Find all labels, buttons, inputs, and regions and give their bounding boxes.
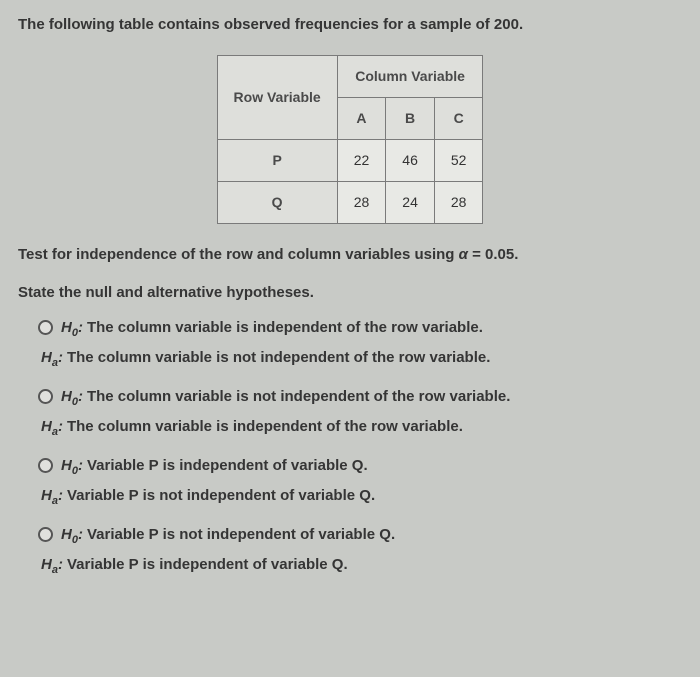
- hypothesis-pair: Ha: The column variable is not independe…: [41, 347, 490, 372]
- hypothesis-pair: Ha: The column variable is independent o…: [41, 416, 463, 441]
- h0-label: H0:: [61, 455, 83, 480]
- ha-text: Variable P is not independent of variabl…: [67, 485, 375, 508]
- alpha-symbol: α: [459, 246, 468, 263]
- frequency-table: Row Variable Column Variable A B C P 22 …: [217, 55, 484, 224]
- h0-label: H0:: [61, 317, 83, 342]
- ha-text: The column variable is independent of th…: [67, 416, 463, 439]
- test-post: = 0.05.: [468, 246, 518, 263]
- row-variable-header: Row Variable: [217, 55, 337, 139]
- ha-line: Ha: The column variable is independent o…: [41, 416, 463, 441]
- hypothesis-pair: H0: The column variable is independent o…: [61, 317, 483, 342]
- ha-text: Variable P is independent of variable Q.: [67, 554, 348, 577]
- option-3-ha: Ha: Variable P is not independent of var…: [18, 485, 682, 510]
- row-label-p: P: [217, 139, 337, 181]
- option-1-ha: Ha: The column variable is not independe…: [18, 347, 682, 372]
- radio-icon[interactable]: [38, 320, 53, 335]
- h0-text: Variable P is independent of variable Q.: [87, 455, 368, 478]
- test-pre: Test for independence of the row and col…: [18, 246, 459, 263]
- col-header-b: B: [386, 97, 435, 139]
- h0-line: H0: Variable P is not independent of var…: [61, 524, 395, 549]
- hypothesis-pair: Ha: Variable P is independent of variabl…: [41, 554, 348, 579]
- radio-icon[interactable]: [38, 389, 53, 404]
- cell: 22: [337, 139, 386, 181]
- h0-line: H0: The column variable is not independe…: [61, 386, 510, 411]
- hypothesis-pair: H0: Variable P is not independent of var…: [61, 524, 395, 549]
- option-2[interactable]: H0: The column variable is not independe…: [18, 386, 682, 411]
- table-row: Q 28 24 28: [217, 181, 483, 223]
- h0-line: H0: Variable P is independent of variabl…: [61, 455, 368, 480]
- hypothesis-pair: Ha: Variable P is not independent of var…: [41, 485, 375, 510]
- ha-label: Ha:: [41, 416, 63, 441]
- radio-icon[interactable]: [38, 527, 53, 542]
- hypothesis-pair: H0: The column variable is not independe…: [61, 386, 510, 411]
- h0-label: H0:: [61, 386, 83, 411]
- col-header-a: A: [337, 97, 386, 139]
- h0-label: H0:: [61, 524, 83, 549]
- ha-label: Ha:: [41, 554, 63, 579]
- ha-label: Ha:: [41, 485, 63, 510]
- cell: 28: [434, 181, 483, 223]
- column-variable-header: Column Variable: [337, 55, 483, 97]
- col-header-c: C: [434, 97, 483, 139]
- option-4-ha: Ha: Variable P is independent of variabl…: [18, 554, 682, 579]
- cell: 52: [434, 139, 483, 181]
- ha-line: Ha: Variable P is not independent of var…: [41, 485, 375, 510]
- row-label-q: Q: [217, 181, 337, 223]
- h0-text: Variable P is not independent of variabl…: [87, 524, 395, 547]
- ha-text: The column variable is not independent o…: [67, 347, 490, 370]
- option-3[interactable]: H0: Variable P is independent of variabl…: [18, 455, 682, 480]
- ha-line: Ha: The column variable is not independe…: [41, 347, 490, 372]
- option-1[interactable]: H0: The column variable is independent o…: [18, 317, 682, 342]
- option-4[interactable]: H0: Variable P is not independent of var…: [18, 524, 682, 549]
- ha-line: Ha: Variable P is independent of variabl…: [41, 554, 348, 579]
- test-instruction: Test for independence of the row and col…: [18, 244, 682, 267]
- h0-line: H0: The column variable is independent o…: [61, 317, 483, 342]
- cell: 28: [337, 181, 386, 223]
- table-container: Row Variable Column Variable A B C P 22 …: [18, 55, 682, 224]
- h0-text: The column variable is not independent o…: [87, 386, 510, 409]
- cell: 46: [386, 139, 435, 181]
- ha-label: Ha:: [41, 347, 63, 372]
- option-2-ha: Ha: The column variable is independent o…: [18, 416, 682, 441]
- state-hypotheses-text: State the null and alternative hypothese…: [18, 282, 682, 305]
- table-row: P 22 46 52: [217, 139, 483, 181]
- intro-text: The following table contains observed fr…: [18, 14, 682, 37]
- cell: 24: [386, 181, 435, 223]
- hypothesis-pair: H0: Variable P is independent of variabl…: [61, 455, 368, 480]
- h0-text: The column variable is independent of th…: [87, 317, 483, 340]
- radio-icon[interactable]: [38, 458, 53, 473]
